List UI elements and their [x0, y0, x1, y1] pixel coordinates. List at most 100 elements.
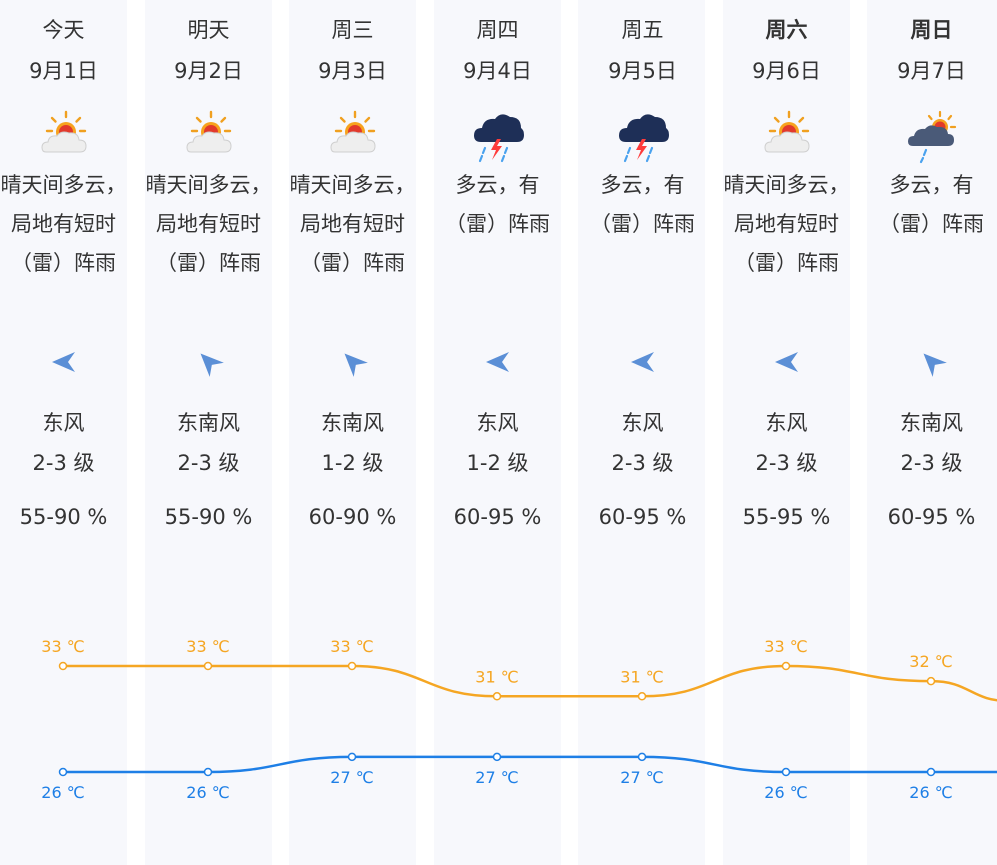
wind-direction-arrow-icon: [49, 347, 79, 377]
high-temperature-label: 33 ℃: [41, 637, 84, 656]
weather-description: 多云，有（雷）阵雨: [879, 173, 984, 236]
low-temperature-label: 26 ℃: [909, 783, 952, 802]
wind-info: 东南风 2-3 级: [177, 403, 240, 483]
thunder-rain-icon: [615, 108, 671, 164]
date-label: 9月1日: [29, 59, 98, 83]
day-name: 今天: [42, 18, 85, 42]
humidity-label: 55-90 %: [19, 505, 108, 529]
day-column: 周四 9月4日 多云，有（雷）阵雨 东风 1-2 级 60-95 %: [425, 0, 570, 600]
wind-direction-label: 东风: [476, 411, 519, 435]
date-label: 9月6日: [752, 59, 821, 83]
low-temperature-point: [492, 752, 502, 762]
high-temperature-point: [58, 661, 68, 671]
day-name: 周六: [765, 18, 808, 42]
wind-level-label: 2-3 级: [177, 451, 240, 475]
wind-level-label: 2-3 级: [900, 451, 963, 475]
date-label: 9月4日: [463, 59, 532, 83]
wind-level-label: 2-3 级: [611, 451, 674, 475]
humidity-label: 55-95 %: [742, 505, 831, 529]
high-temperature-label: 33 ℃: [330, 637, 373, 656]
low-temperature-point: [781, 767, 791, 777]
wind-info: 东风 2-3 级: [612, 403, 674, 483]
weather-description: 晴天间多云，局地有短时（雷）阵雨: [0, 173, 127, 275]
day-name: 周五: [621, 18, 664, 42]
wind-direction-arrow-icon: [194, 347, 224, 377]
wind-info: 东风 2-3 级: [33, 403, 95, 483]
sun-rain-cloud-icon: [904, 108, 960, 164]
wind-direction-label: 东南风: [900, 411, 963, 435]
wind-direction-arrow-icon: [628, 347, 658, 377]
humidity-label: 60-95 %: [887, 505, 976, 529]
wind-direction-label: 东风: [42, 411, 85, 435]
day-column: 周日 9月7日 多云，有（雷）阵雨 东南风 2-3 级 60-95 %: [859, 0, 997, 600]
low-temperature-point: [926, 767, 936, 777]
wind-direction-arrow-icon: [338, 347, 368, 377]
sun-cloud-icon: [36, 108, 92, 164]
high-temperature-label: 33 ℃: [764, 637, 807, 656]
date-label: 9月7日: [897, 59, 966, 83]
day-name: 周四: [476, 18, 519, 42]
wind-info: 东南风 1-2 级: [321, 403, 384, 483]
wind-info: 东南风 2-3 级: [900, 403, 963, 483]
wind-direction-arrow-icon: [917, 347, 947, 377]
wind-direction-label: 东南风: [177, 411, 240, 435]
low-temperature-label: 27 ℃: [330, 768, 373, 787]
weather-description: 多云，有（雷）阵雨: [445, 173, 550, 236]
high-temperature-point: [203, 661, 213, 671]
day-column: 明天 9月2日 晴天间多云，局地有短时（雷）阵雨 东南风 2-3 级 55-90 %: [136, 0, 281, 600]
low-temperature-point: [58, 767, 68, 777]
temperature-chart: 33 ℃ 33 ℃ 33 ℃ 31 ℃ 31 ℃ 33 ℃ 32 ℃ 26 ℃ 26 ℃ 27 ℃…: [41, 637, 997, 802]
high-temperature-point: [926, 676, 936, 686]
high-temperature-label: 31 ℃: [620, 667, 663, 686]
high-temperature-label: 32 ℃: [909, 652, 952, 671]
high-temperature-line: [63, 664, 997, 702]
day-column: 周五 9月5日 多云，有（雷）阵雨 东风 2-3 级 60-95 %: [570, 0, 715, 600]
day-column: 周六 9月6日 晴天间多云，局地有短时（雷）阵雨 东风 2-3 级 55-95 %: [714, 0, 859, 600]
wind-level-label: 1-2 级: [466, 451, 529, 475]
high-temperature-point: [781, 661, 791, 671]
humidity-label: 55-90 %: [164, 505, 253, 529]
high-temperature-label: 31 ℃: [475, 667, 518, 686]
wind-direction-label: 东南风: [321, 411, 384, 435]
weather-description: 晴天间多云，局地有短时（雷）阵雨: [145, 173, 272, 275]
wind-level-label: 2-3 级: [755, 451, 818, 475]
low-temperature-label: 26 ℃: [41, 783, 84, 802]
day-name: 周三: [331, 18, 374, 42]
high-temperature-point: [347, 661, 357, 671]
low-temperature-label: 26 ℃: [764, 783, 807, 802]
sun-cloud-icon: [181, 108, 237, 164]
high-temperature-point: [492, 692, 502, 701]
high-temperature-point: [637, 692, 647, 701]
low-temperature-point: [347, 752, 357, 762]
date-label: 9月5日: [608, 59, 677, 83]
wind-direction-arrow-icon: [772, 347, 802, 377]
day-name: 明天: [187, 18, 230, 42]
humidity-label: 60-95 %: [453, 505, 542, 529]
wind-direction-label: 东风: [765, 411, 808, 435]
low-temperature-label: 27 ℃: [475, 768, 518, 787]
weather-description: 晴天间多云，局地有短时（雷）阵雨: [723, 173, 850, 275]
thunder-rain-icon: [470, 108, 526, 164]
sun-cloud-icon: [759, 108, 815, 164]
sun-cloud-icon: [325, 108, 381, 164]
date-label: 9月2日: [174, 59, 243, 83]
low-temperature-line: [62, 755, 997, 774]
weather-description: 多云，有（雷）阵雨: [590, 173, 695, 236]
wind-direction-arrow-icon: [483, 347, 513, 377]
weather-description: 晴天间多云，局地有短时（雷）阵雨: [289, 173, 416, 275]
wind-level-label: 1-2 级: [321, 451, 384, 475]
wind-level-label: 2-3 级: [32, 451, 95, 475]
day-column: 今天 9月1日 晴天间多云，局地有短时（雷）阵雨 东风 2-3 级 55-90 %: [0, 0, 136, 600]
low-temperature-point: [637, 752, 647, 762]
wind-info: 东风 2-3 级: [756, 403, 818, 483]
low-temperature-label: 27 ℃: [620, 768, 663, 787]
humidity-label: 60-95 %: [598, 505, 687, 529]
high-temperature-label: 33 ℃: [186, 637, 229, 656]
low-temperature-point: [203, 767, 213, 777]
day-column: 周三 9月3日 晴天间多云，局地有短时（雷）阵雨 东南风 1-2 级 60-90 %: [280, 0, 425, 600]
humidity-label: 60-90 %: [308, 505, 397, 529]
date-label: 9月3日: [318, 59, 387, 83]
wind-direction-label: 东风: [621, 411, 664, 435]
low-temperature-label: 26 ℃: [186, 783, 229, 802]
wind-info: 东风 1-2 级: [467, 403, 529, 483]
